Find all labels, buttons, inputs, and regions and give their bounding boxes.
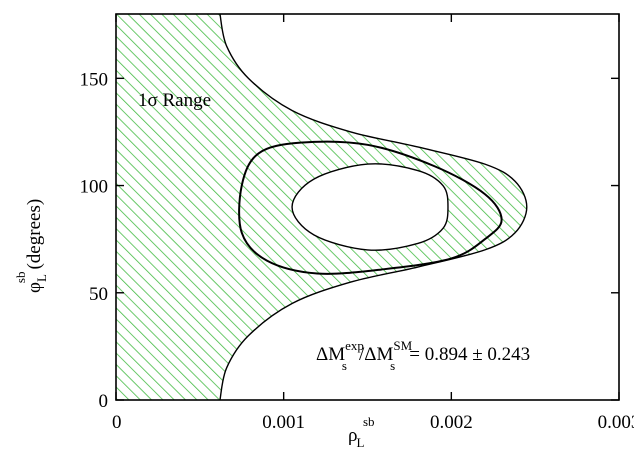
hatched-region	[116, 14, 527, 400]
formula-sup-sm: SM	[393, 338, 412, 353]
formula-slash: /	[359, 344, 365, 365]
y-axis-label-sub: L	[34, 274, 49, 282]
y-tick-label: 50	[89, 284, 108, 305]
y-tick-label: 0	[99, 391, 109, 412]
formula-annotation: ΔMexp s/ΔMSM s= 0.894 ± 0.243	[316, 338, 530, 373]
plot-frame	[115, 13, 620, 401]
y-tick-label: 150	[80, 69, 109, 90]
x-tick-label: 0.001	[262, 412, 305, 433]
x-axis: 0 0.001 0.002 0.003	[112, 14, 634, 433]
x-tick-label: 0.003	[598, 412, 634, 433]
mid-contour-curve	[238, 140, 503, 275]
y-axis-label: φLsb (degrees)	[13, 199, 49, 293]
formula-sub-s-2: s	[390, 358, 395, 373]
x-axis-label: ρL	[348, 425, 364, 450]
svg-text:φLsb(degrees): φLsb (degrees)	[13, 199, 49, 293]
x-axis-label-symbol: ρ	[348, 425, 357, 446]
inner-hole-curve	[291, 163, 449, 251]
x-tick-label: 0	[112, 412, 122, 433]
y-tick-label: 100	[80, 177, 109, 198]
formula-sup-exp: exp	[345, 338, 364, 353]
regions	[116, 14, 528, 400]
y-axis-label-unit: (degrees)	[24, 199, 45, 270]
x-tick-label: 0.002	[430, 412, 473, 433]
y-axis-label-sup: sb	[13, 272, 28, 284]
region-label: 1σ Range	[138, 90, 211, 111]
formula-value: = 0.894 ± 0.243	[409, 344, 530, 365]
outer-boundary-curve	[219, 14, 528, 400]
y-axis: 0 50 100 150	[80, 69, 619, 412]
x-axis-label-sub: L	[356, 435, 364, 450]
x-axis-label-sup: sb	[363, 414, 375, 429]
formula-delta-1: ΔM	[316, 344, 345, 365]
y-axis-label-symbol: φ	[24, 282, 45, 293]
formula-sub-s-1: s	[342, 358, 347, 373]
formula-delta-2: ΔM	[364, 344, 393, 365]
